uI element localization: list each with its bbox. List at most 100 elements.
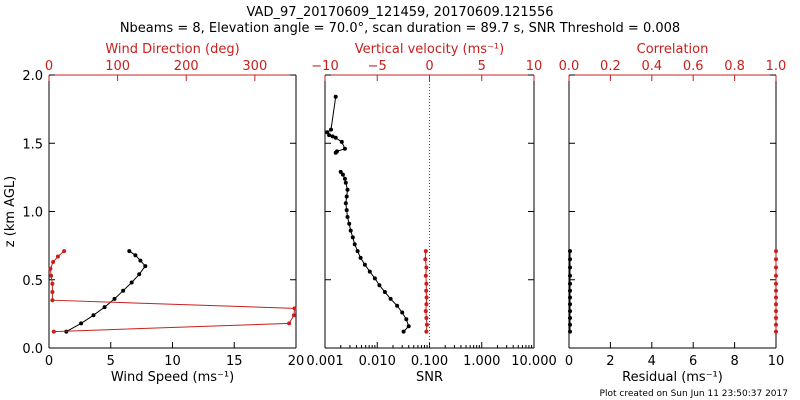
- top-tick-label: 0.6: [683, 59, 704, 74]
- data-point: [133, 253, 138, 258]
- top-tick-label: 0: [45, 59, 53, 74]
- top-tick-label: 0.0: [559, 59, 580, 74]
- data-point: [330, 134, 335, 139]
- data-point: [345, 187, 350, 192]
- bottom-tick-label: 1.000: [463, 354, 500, 369]
- data-point: [423, 249, 428, 254]
- top-axis-label: Correlation: [637, 42, 709, 57]
- y-tick-label: 2.0: [22, 69, 43, 84]
- data-point: [568, 302, 572, 307]
- data-point: [423, 273, 428, 278]
- data-point: [121, 288, 126, 293]
- data-point: [424, 295, 429, 300]
- data-point: [423, 309, 428, 314]
- data-point: [774, 302, 778, 307]
- data-point: [774, 265, 778, 270]
- series-line-snr-upper-gates-: [326, 96, 346, 154]
- top-axis-label: Wind Direction (deg): [105, 42, 239, 57]
- data-point: [774, 295, 778, 300]
- data-point: [568, 322, 572, 327]
- data-point: [112, 296, 117, 301]
- y-tick-label: 1.0: [22, 206, 43, 221]
- data-point: [774, 249, 778, 254]
- bottom-tick-label: 10.000: [511, 354, 557, 369]
- wind-panel: 0 5 10 15 20 Wind Speed (ms⁻¹) 0 100 200 300Wind …: [3, 42, 304, 385]
- data-point: [395, 303, 400, 308]
- data-point: [774, 329, 778, 334]
- bottom-tick-label: 5: [107, 354, 115, 369]
- data-point: [388, 296, 393, 301]
- data-point: [424, 288, 429, 293]
- bottom-axis-label: SNR: [416, 370, 443, 385]
- data-point: [362, 262, 367, 267]
- data-point: [127, 249, 132, 254]
- data-point: [55, 254, 60, 259]
- top-tick-label: 300: [242, 59, 267, 74]
- data-point: [774, 309, 778, 314]
- bottom-tick-label: 20: [288, 354, 305, 369]
- data-point: [344, 194, 349, 199]
- data-point: [774, 288, 778, 293]
- data-point: [143, 264, 148, 269]
- data-point: [129, 280, 134, 285]
- bottom-tick-label: 4: [648, 354, 656, 369]
- bottom-tick-label: 0.010: [359, 354, 396, 369]
- data-point: [287, 321, 292, 326]
- data-point: [62, 249, 67, 254]
- data-point: [568, 281, 572, 286]
- figure-title-line2: Nbeams = 8, Elevation angle = 70.0°, sca…: [120, 21, 680, 36]
- data-point: [352, 242, 357, 247]
- data-point: [424, 329, 429, 334]
- data-point: [424, 281, 429, 286]
- top-tick-label: 0.4: [641, 59, 662, 74]
- data-point: [91, 313, 96, 318]
- plot-footer: Plot created on Sun Jun 11 23:50:37 2017: [600, 389, 788, 399]
- data-point: [424, 302, 429, 307]
- top-tick-label: 1.0: [766, 59, 787, 74]
- top-tick-label: 0: [425, 59, 433, 74]
- bottom-tick-label: 6: [689, 354, 697, 369]
- y-tick-label: 1.5: [22, 137, 43, 152]
- top-tick-label: 10: [526, 59, 543, 74]
- y-tick-label: 0.5: [22, 274, 43, 289]
- data-point: [340, 172, 345, 177]
- data-point: [51, 260, 56, 264]
- data-point: [568, 249, 572, 254]
- series-line-wind-speed: [66, 250, 146, 333]
- data-point: [345, 215, 350, 219]
- series-line-snr: [340, 171, 410, 332]
- data-point: [50, 298, 55, 303]
- data-point: [48, 266, 53, 271]
- data-point: [401, 329, 406, 334]
- data-point: [49, 273, 54, 278]
- top-tick-label: −10: [311, 59, 338, 74]
- data-point: [774, 281, 778, 286]
- data-point: [137, 272, 142, 277]
- bottom-tick-label: 0.100: [411, 354, 448, 369]
- data-point: [424, 316, 429, 320]
- data-point: [327, 133, 332, 138]
- data-point: [347, 221, 352, 226]
- top-tick-label: −5: [368, 59, 387, 74]
- bottom-axis-label: Wind Speed (ms⁻¹): [111, 370, 234, 385]
- y-tick-label: 0.0: [22, 342, 43, 357]
- data-point: [50, 281, 55, 286]
- data-point: [424, 322, 429, 327]
- data-point: [568, 309, 572, 314]
- data-point: [568, 316, 572, 320]
- data-point: [377, 283, 382, 288]
- data-point: [102, 305, 107, 310]
- data-point: [355, 249, 360, 254]
- bottom-tick-label: 0: [45, 354, 53, 369]
- top-tick-label: 200: [174, 59, 199, 74]
- data-point: [404, 317, 409, 322]
- bottom-tick-label: 8: [730, 354, 738, 369]
- data-point: [292, 306, 297, 311]
- data-point: [774, 322, 778, 327]
- bottom-tick-label: 10: [164, 354, 181, 369]
- data-point: [339, 139, 344, 144]
- data-point: [343, 201, 348, 206]
- data-point: [329, 127, 333, 132]
- data-point: [774, 316, 778, 320]
